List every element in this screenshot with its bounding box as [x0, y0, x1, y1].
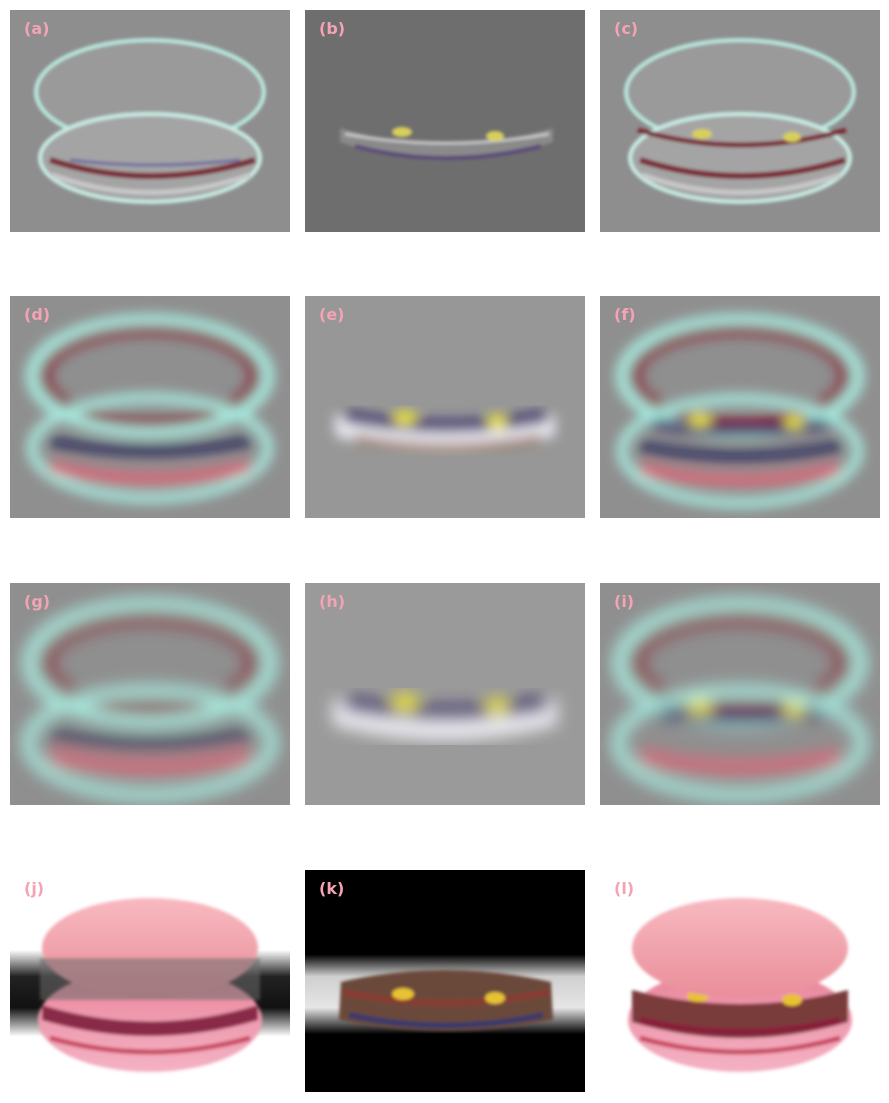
- macaron-detail-image: [305, 10, 585, 232]
- macaron-photo-image: [10, 870, 290, 1092]
- panel-l: (l): [600, 870, 880, 1092]
- panel-b: (b): [305, 10, 585, 232]
- panel-label: (f): [614, 305, 636, 324]
- panel-c: (c): [600, 10, 880, 232]
- panel-f: (f): [600, 296, 880, 518]
- panel-i: (i): [600, 583, 880, 805]
- panel-label: (k): [319, 879, 345, 898]
- panel-label: (j): [24, 879, 45, 898]
- macaron-detail-image: [305, 583, 585, 805]
- panel-a: (a): [10, 10, 290, 232]
- panel-label: (a): [24, 19, 50, 38]
- panel-k: (k): [305, 870, 585, 1092]
- macaron-detail-image: [10, 583, 290, 805]
- panel-label: (l): [614, 879, 635, 898]
- macaron-photo-image: [305, 870, 585, 1092]
- panel-label: (i): [614, 592, 635, 611]
- panel-e: (e): [305, 296, 585, 518]
- panel-label: (g): [24, 592, 51, 611]
- panel-label: (e): [319, 305, 345, 324]
- panel-h: (h): [305, 583, 585, 805]
- panel-label: (b): [319, 19, 346, 38]
- macaron-detail-image: [10, 10, 290, 232]
- panel-label: (h): [319, 592, 346, 611]
- macaron-detail-image: [10, 296, 290, 518]
- macaron-detail-image: [600, 296, 880, 518]
- panel-label: (d): [24, 305, 51, 324]
- macaron-detail-image: [305, 296, 585, 518]
- panel-label: (c): [614, 19, 639, 38]
- panel-g: (g): [10, 583, 290, 805]
- macaron-detail-image: [600, 10, 880, 232]
- panel-j: (j): [10, 870, 290, 1092]
- panel-d: (d): [10, 296, 290, 518]
- macaron-photo-image: [600, 870, 880, 1092]
- macaron-detail-image: [600, 583, 880, 805]
